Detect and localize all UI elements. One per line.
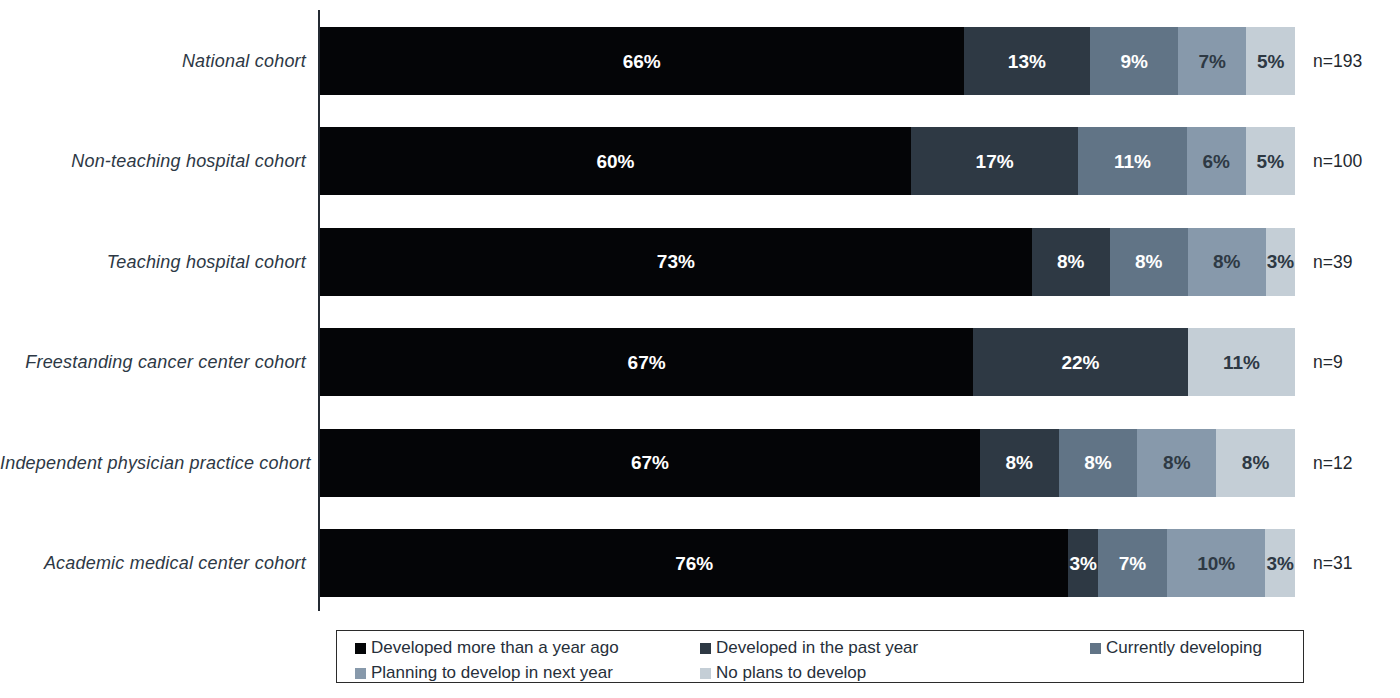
segment-value-label: 3% <box>1267 252 1294 271</box>
chart-row: Teaching hospital cohort 73% 8% 8% 8% 3% n=39 <box>0 228 1400 296</box>
bar-segment: 8% <box>1188 228 1266 296</box>
segment-value-label: 17% <box>976 152 1014 171</box>
chart-row: Independent physician practice cohort 67%… <box>0 429 1400 497</box>
segment-value-label: 3% <box>1266 554 1293 573</box>
legend-label: Developed in the past year <box>716 638 918 658</box>
bar-segment: 11% <box>1078 127 1186 195</box>
legend-item: Planning to develop in next year <box>355 663 613 683</box>
bar-segment: 8% <box>980 429 1059 497</box>
segment-value-label: 7% <box>1198 52 1225 71</box>
legend-item: Currently developing <box>1090 638 1262 658</box>
bar-segment: 8% <box>1032 228 1110 296</box>
n-count-label: n=31 <box>1313 553 1352 574</box>
bar-segment: 8% <box>1216 429 1295 497</box>
legend-label: No plans to develop <box>716 663 866 683</box>
segment-value-label: 3% <box>1070 554 1097 573</box>
chart-row: Non-teaching hospital cohort 60% 17% 11% 6% 5… <box>0 127 1400 195</box>
legend-item: Developed more than a year ago <box>355 638 619 658</box>
n-count-label: n=9 <box>1313 352 1343 373</box>
bar-segment: 73% <box>320 228 1032 296</box>
bar-segment: 5% <box>1246 127 1295 195</box>
category-label: Independent physician practice cohort <box>0 452 306 473</box>
bar-segment: 8% <box>1059 429 1138 497</box>
segment-value-label: 8% <box>1242 453 1269 472</box>
segment-value-label: 66% <box>623 52 661 71</box>
segment-value-label: 8% <box>1213 252 1240 271</box>
bar: 67% 8% 8% 8% 8% <box>320 429 1295 497</box>
bar-segment: 3% <box>1068 529 1098 597</box>
chart-row: Freestanding cancer center cohort 67% 22% 1… <box>0 328 1400 396</box>
legend-label: Developed more than a year ago <box>371 638 619 658</box>
n-count-label: n=100 <box>1313 151 1362 172</box>
bar-segment: 3% <box>1265 529 1295 597</box>
category-label: Freestanding cancer center cohort <box>0 352 306 373</box>
segment-value-label: 13% <box>1008 52 1046 71</box>
segment-value-label: 8% <box>1084 453 1111 472</box>
segment-value-label: 67% <box>631 453 669 472</box>
bar-segment: 76% <box>320 529 1068 597</box>
segment-value-label: 7% <box>1119 554 1146 573</box>
segment-value-label: 8% <box>1135 252 1162 271</box>
legend-swatch-icon <box>355 643 366 654</box>
category-label: National cohort <box>0 51 306 72</box>
n-count-label: n=12 <box>1313 452 1352 473</box>
legend-swatch-icon <box>700 643 711 654</box>
bar-segment: 7% <box>1178 27 1246 95</box>
bar: 76% 3% 7% 10% 3% <box>320 529 1295 597</box>
legend-label: Planning to develop in next year <box>371 663 613 683</box>
legend: Developed more than a year ago Developed … <box>336 630 1304 683</box>
bar-segment: 10% <box>1167 529 1265 597</box>
segment-value-label: 6% <box>1202 152 1229 171</box>
chart-row: Academic medical center cohort 76% 3% 7% 10%… <box>0 529 1400 597</box>
bar: 67% 22% 11% <box>320 328 1295 396</box>
segment-value-label: 5% <box>1257 152 1284 171</box>
segment-value-label: 10% <box>1197 554 1235 573</box>
bar-segment: 6% <box>1187 127 1246 195</box>
segment-value-label: 8% <box>1163 453 1190 472</box>
bar: 60% 17% 11% 6% 5% <box>320 127 1295 195</box>
bar-segment: 7% <box>1098 529 1167 597</box>
bar-segment: 8% <box>1110 228 1188 296</box>
legend-swatch-icon <box>700 668 711 679</box>
category-label: Academic medical center cohort <box>0 553 306 574</box>
segment-value-label: 8% <box>1057 252 1084 271</box>
bar-segment: 17% <box>911 127 1078 195</box>
y-axis-line <box>318 10 320 611</box>
segment-value-label: 60% <box>596 152 634 171</box>
n-count-label: n=39 <box>1313 251 1352 272</box>
segment-value-label: 8% <box>1006 453 1033 472</box>
segment-value-label: 67% <box>628 353 666 372</box>
bar-segment: 5% <box>1246 27 1295 95</box>
segment-value-label: 5% <box>1257 52 1284 71</box>
bar-segment: 67% <box>320 429 980 497</box>
category-label: Non-teaching hospital cohort <box>0 151 306 172</box>
bar-segment: 22% <box>973 328 1188 396</box>
category-label: Teaching hospital cohort <box>0 251 306 272</box>
bar: 66% 13% 9% 7% 5% <box>320 27 1295 95</box>
segment-value-label: 9% <box>1120 52 1147 71</box>
bar-segment: 67% <box>320 328 973 396</box>
legend-item: No plans to develop <box>700 663 866 683</box>
bar-segment: 3% <box>1266 228 1295 296</box>
segment-value-label: 22% <box>1061 353 1099 372</box>
n-count-label: n=193 <box>1313 51 1362 72</box>
chart-row: National cohort 66% 13% 9% 7% 5% n=193 <box>0 27 1400 95</box>
bar-segment: 11% <box>1188 328 1295 396</box>
bar-segment: 9% <box>1090 27 1178 95</box>
legend-swatch-icon <box>355 668 366 679</box>
segment-value-label: 76% <box>675 554 713 573</box>
segment-value-label: 73% <box>657 252 695 271</box>
legend-swatch-icon <box>1090 643 1101 654</box>
bar-segment: 13% <box>964 27 1091 95</box>
legend-item: Developed in the past year <box>700 638 918 658</box>
bar: 73% 8% 8% 8% 3% <box>320 228 1295 296</box>
bar-segment: 60% <box>320 127 911 195</box>
bar-segment: 66% <box>320 27 964 95</box>
stacked-bar-chart: National cohort 66% 13% 9% 7% 5% n=193 Non-teac… <box>0 0 1400 698</box>
legend-label: Currently developing <box>1106 638 1262 658</box>
segment-value-label: 11% <box>1223 353 1260 372</box>
segment-value-label: 11% <box>1114 152 1151 171</box>
bar-segment: 8% <box>1137 429 1216 497</box>
